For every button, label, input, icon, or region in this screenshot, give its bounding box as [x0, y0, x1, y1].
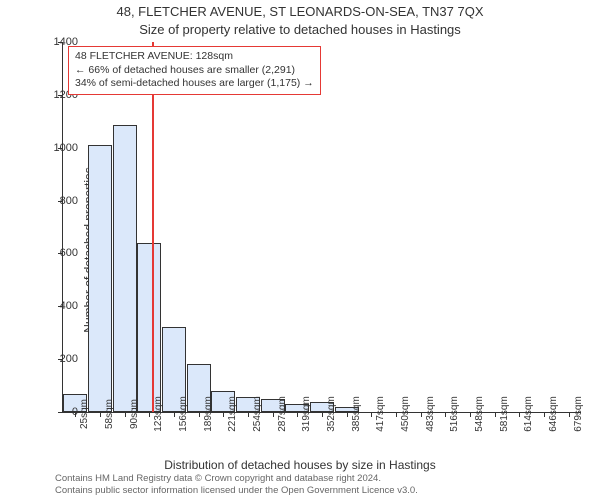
x-tick-mark: [347, 412, 348, 417]
y-tick-label: 400: [42, 300, 78, 312]
x-tick-label: 450sqm: [400, 396, 411, 432]
x-tick-label: 352sqm: [326, 396, 337, 432]
chart-title-line2: Size of property relative to detached ho…: [0, 22, 600, 37]
x-tick-mark: [544, 412, 545, 417]
histogram-bar: [137, 243, 161, 412]
footer-attribution: Contains HM Land Registry data © Crown c…: [55, 473, 418, 497]
x-tick-mark: [273, 412, 274, 417]
chart-title-line1: 48, FLETCHER AVENUE, ST LEONARDS-ON-SEA,…: [0, 4, 600, 19]
chart-container: 48, FLETCHER AVENUE, ST LEONARDS-ON-SEA,…: [0, 0, 600, 500]
x-tick-label: 646sqm: [548, 396, 559, 432]
annotation-line: ← 66% of detached houses are smaller (2,…: [75, 64, 314, 78]
x-tick-mark: [470, 412, 471, 417]
y-tick-label: 0: [42, 406, 78, 418]
x-tick-label: 385sqm: [351, 396, 362, 432]
y-tick-label: 1000: [42, 142, 78, 154]
x-tick-mark: [100, 412, 101, 417]
y-tick-label: 200: [42, 353, 78, 365]
x-tick-mark: [199, 412, 200, 417]
x-tick-label: 581sqm: [499, 396, 510, 432]
annotation-box: 48 FLETCHER AVENUE: 128sqm← 66% of detac…: [68, 46, 321, 95]
footer-line2: Contains public sector information licen…: [55, 485, 418, 497]
x-axis-label: Distribution of detached houses by size …: [0, 458, 600, 472]
x-tick-label: 614sqm: [523, 396, 534, 432]
histogram-bar: [88, 145, 112, 412]
x-tick-label: 679sqm: [573, 396, 584, 432]
x-tick-mark: [445, 412, 446, 417]
x-tick-mark: [519, 412, 520, 417]
plot-area: 25sqm58sqm90sqm123sqm156sqm189sqm221sqm2…: [62, 42, 581, 413]
x-tick-mark: [297, 412, 298, 417]
y-tick-label: 800: [42, 195, 78, 207]
annotation-line: 48 FLETCHER AVENUE: 128sqm: [75, 50, 314, 64]
histogram-bar: [113, 125, 137, 412]
property-marker-line: [152, 42, 154, 412]
x-tick-mark: [125, 412, 126, 417]
x-tick-mark: [371, 412, 372, 417]
x-tick-label: 287sqm: [277, 396, 288, 432]
x-tick-mark: [322, 412, 323, 417]
x-tick-mark: [223, 412, 224, 417]
x-tick-label: 483sqm: [425, 396, 436, 432]
x-tick-mark: [569, 412, 570, 417]
x-tick-mark: [396, 412, 397, 417]
footer-line1: Contains HM Land Registry data © Crown c…: [55, 473, 418, 485]
x-tick-mark: [495, 412, 496, 417]
annotation-line: 34% of semi-detached houses are larger (…: [75, 77, 314, 91]
x-tick-mark: [149, 412, 150, 417]
x-tick-mark: [174, 412, 175, 417]
y-tick-label: 600: [42, 247, 78, 259]
x-tick-mark: [248, 412, 249, 417]
x-tick-mark: [421, 412, 422, 417]
x-tick-label: 548sqm: [474, 396, 485, 432]
x-tick-label: 417sqm: [375, 396, 386, 432]
x-tick-label: 516sqm: [449, 396, 460, 432]
